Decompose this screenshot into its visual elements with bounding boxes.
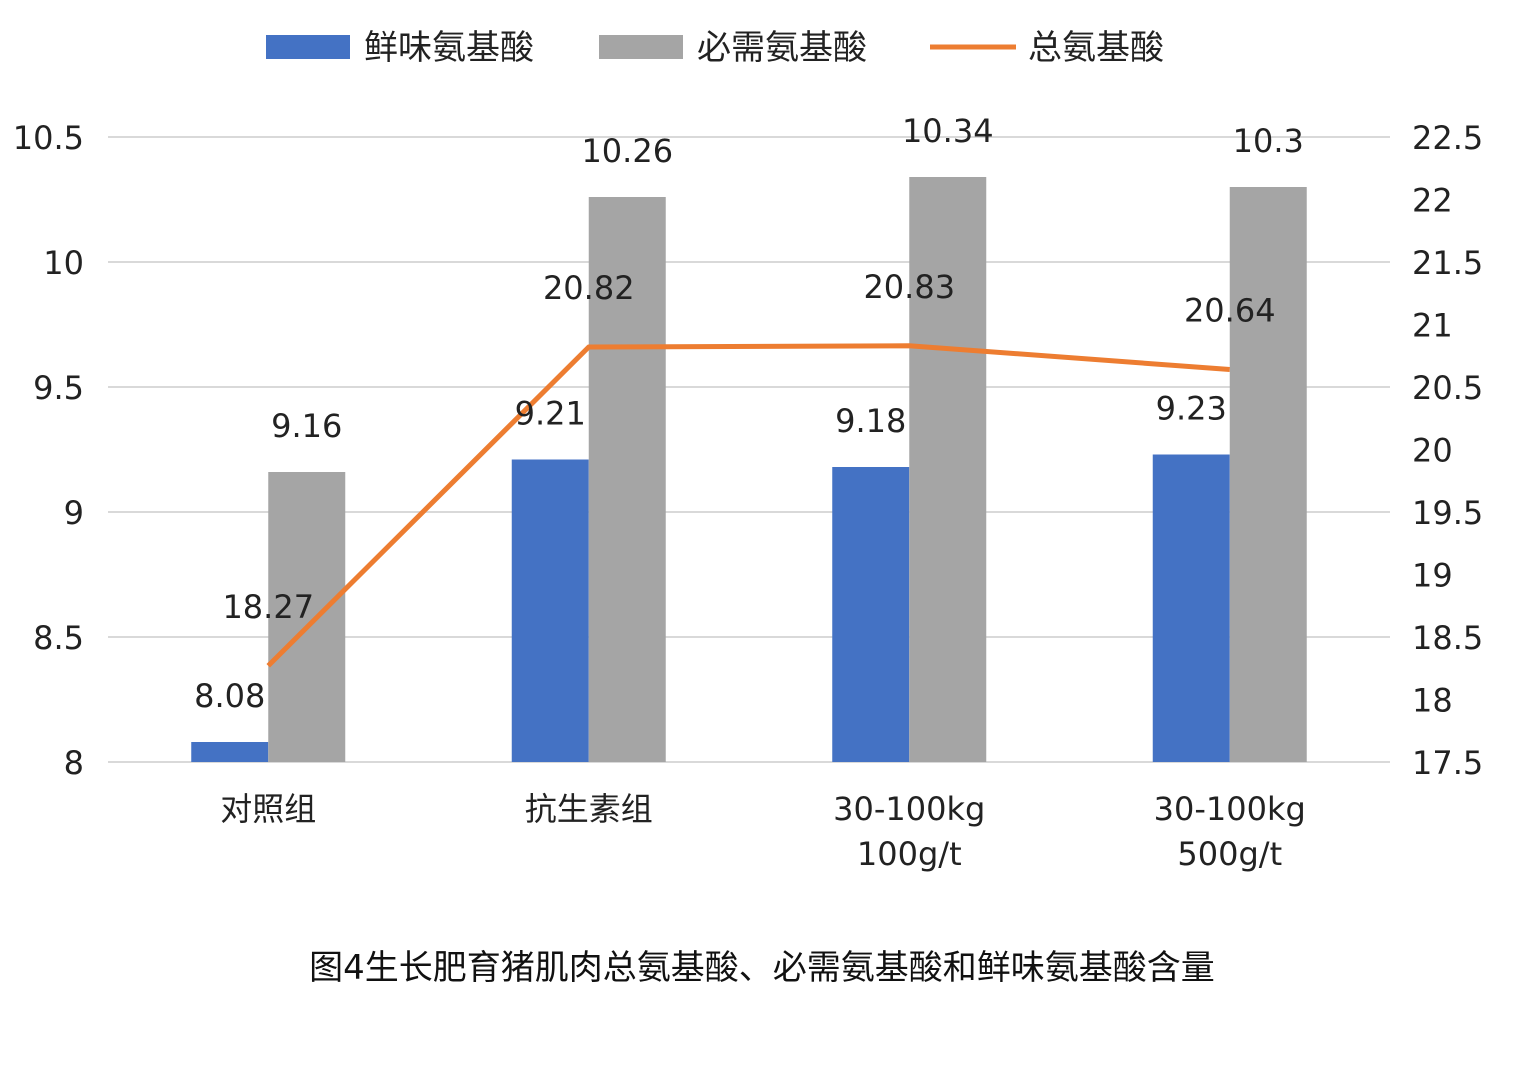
y-right-tick-label: 18 bbox=[1412, 682, 1453, 720]
bar-value-label: 9.16 bbox=[271, 407, 342, 445]
bar-value-label: 9.18 bbox=[835, 402, 906, 440]
y-left-tick-label: 10 bbox=[43, 244, 84, 282]
bar-value-label: 10.34 bbox=[902, 112, 994, 150]
x-tick-label: 对照组 bbox=[220, 790, 316, 828]
y-left-tick-label: 9.5 bbox=[33, 369, 84, 407]
y-left-tick-label: 9 bbox=[64, 494, 84, 532]
bar bbox=[268, 472, 346, 762]
line-value-label: 20.64 bbox=[1184, 292, 1276, 330]
line-value-label: 18.27 bbox=[222, 588, 314, 626]
legend-swatch bbox=[599, 35, 683, 59]
bar-value-label: 8.08 bbox=[194, 677, 265, 715]
bar-value-label: 10.26 bbox=[581, 132, 673, 170]
y-right-tick-label: 20.5 bbox=[1412, 369, 1483, 407]
line-group bbox=[266, 343, 1230, 668]
legend-label: 鲜味氨基酸 bbox=[364, 28, 534, 68]
y-right-tick-label: 22 bbox=[1412, 182, 1453, 220]
y-right-tick-label: 17.5 bbox=[1412, 744, 1483, 782]
y-right-tick-label: 19 bbox=[1412, 557, 1453, 595]
y-right-tick-label: 21.5 bbox=[1412, 244, 1483, 282]
x-tick-label: 100g/t bbox=[857, 835, 962, 873]
legend-swatch bbox=[266, 35, 350, 59]
y-right-tick-label: 19.5 bbox=[1412, 494, 1483, 532]
bar bbox=[191, 742, 269, 762]
bar-value-label: 9.21 bbox=[515, 395, 586, 433]
bar bbox=[909, 177, 987, 762]
y-left-tick-label: 8.5 bbox=[33, 619, 84, 657]
legend-label: 必需氨基酸 bbox=[697, 28, 867, 68]
line-value-label: 20.83 bbox=[863, 268, 955, 306]
series-line bbox=[266, 343, 1230, 668]
legend-label: 总氨基酸 bbox=[1028, 28, 1164, 68]
y-right-tick-label: 20 bbox=[1412, 432, 1453, 470]
chart-svg: 8.08 9.21 9.18 9.23 9.16 10.26 10.34 10.3 18.27 2… bbox=[13, 28, 1484, 873]
y-left-tick-label: 8 bbox=[64, 744, 84, 782]
y-right-tick-label: 18.5 bbox=[1412, 619, 1483, 657]
bar-value-label: 9.23 bbox=[1156, 390, 1227, 428]
bar bbox=[511, 459, 589, 762]
bar bbox=[588, 197, 666, 762]
line-value-label: 20.82 bbox=[543, 269, 635, 307]
bar bbox=[832, 467, 910, 762]
y-right-tick-label: 21 bbox=[1412, 307, 1453, 345]
legend: 鲜味氨基酸 必需氨基酸 总氨基酸 bbox=[266, 28, 1164, 68]
bar bbox=[1229, 187, 1307, 762]
bar-group bbox=[191, 177, 1307, 762]
data-labels: 8.08 9.21 9.18 9.23 9.16 10.26 10.34 10.3 18.27 2… bbox=[194, 112, 1304, 715]
bar bbox=[1152, 454, 1230, 762]
x-tick-label: 30-100kg bbox=[1154, 790, 1306, 828]
y-left-tick-label: 10.5 bbox=[13, 119, 84, 157]
axis-labels: 8 8.5 9 9.5 10 10.5 17.5 18 18.5 19 19.5 20 20.5 21 21… bbox=[13, 119, 1484, 873]
bar-value-label: 10.3 bbox=[1233, 122, 1304, 160]
x-tick-label: 30-100kg bbox=[833, 790, 985, 828]
y-right-tick-label: 22.5 bbox=[1412, 119, 1483, 157]
x-tick-label: 500g/t bbox=[1177, 835, 1282, 873]
x-tick-label: 抗生素组 bbox=[525, 790, 653, 828]
figure-caption: 图4生长肥育猪肌肉总氨基酸、必需氨基酸和鲜味氨基酸含量 bbox=[309, 948, 1215, 988]
